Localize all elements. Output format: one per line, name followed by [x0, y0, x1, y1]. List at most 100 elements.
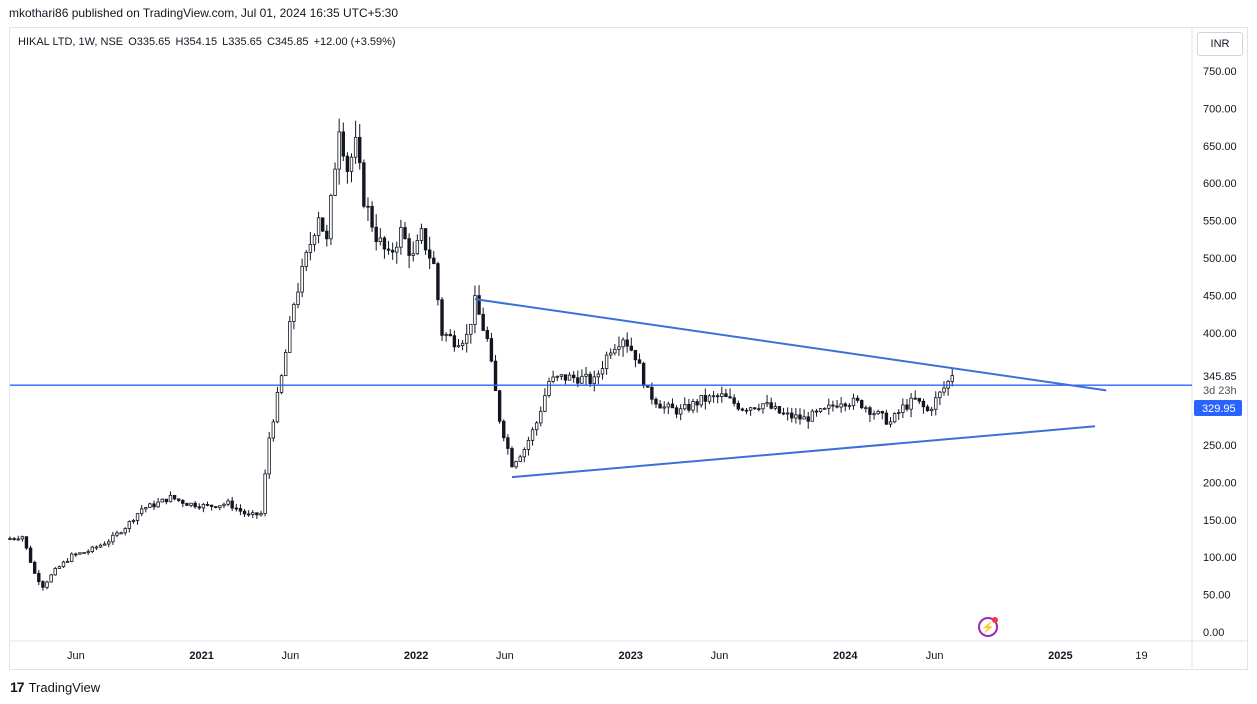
candle-body	[773, 406, 778, 409]
candle-body	[440, 299, 444, 336]
candle-body	[246, 513, 251, 516]
candle-body	[806, 416, 810, 422]
price-scale-labels: 345.85 3d 23h 329.95	[1194, 371, 1242, 416]
candle-body	[539, 410, 543, 424]
x-tick-label: Jun	[67, 650, 85, 662]
candle-body	[209, 504, 214, 507]
candle-body	[144, 507, 148, 510]
candle-body	[518, 456, 522, 462]
footer-brand: TradingView	[28, 679, 101, 695]
x-tick-label: Jun	[711, 650, 729, 662]
candle-body	[456, 345, 461, 348]
candle-body	[181, 500, 185, 504]
candle-body	[629, 345, 633, 351]
candle-body	[592, 376, 596, 384]
candle-body	[831, 404, 835, 407]
candle-body	[580, 375, 584, 384]
candle-body	[855, 397, 860, 401]
candle-body	[185, 503, 189, 506]
candle-body	[658, 403, 662, 409]
candle-body	[94, 546, 99, 549]
candle-body	[168, 494, 173, 503]
candle-body	[201, 503, 206, 509]
x-tick-label: Jun	[282, 650, 300, 662]
candle-body	[510, 448, 514, 468]
candle-body	[234, 507, 239, 510]
candle-body	[851, 397, 856, 406]
candle-body	[662, 406, 666, 409]
candle-body	[32, 561, 37, 574]
candle-body	[942, 387, 946, 393]
candle-body	[214, 506, 218, 508]
candle-body	[41, 581, 45, 588]
candle-body	[193, 502, 197, 508]
candle-body	[135, 513, 140, 521]
candle-body	[571, 374, 576, 379]
candle-body	[864, 407, 868, 410]
last-price-label: 345.85	[1203, 371, 1237, 383]
candle-body	[98, 544, 103, 548]
candle-body	[892, 413, 897, 423]
candle-body	[785, 412, 790, 415]
candle-body	[8, 538, 12, 540]
candle-body	[139, 508, 144, 514]
tradingview-logo-icon: 17	[10, 679, 25, 695]
candle-body	[534, 422, 539, 431]
candle-body	[860, 399, 864, 409]
candle-body	[732, 397, 736, 404]
candle-body	[448, 333, 452, 337]
drawings[interactable]	[10, 298, 1192, 479]
candle-body	[267, 437, 271, 475]
y-tick-label: 700.00	[1203, 103, 1237, 115]
candle-body	[288, 321, 292, 353]
candle-body	[835, 405, 839, 408]
symbol-title[interactable]: HIKAL LTD, 1W, NSE	[18, 36, 124, 48]
candle-body	[432, 257, 436, 264]
candle-body	[189, 502, 193, 506]
candle-body	[798, 414, 802, 420]
candle-body	[403, 227, 407, 240]
countdown-label: 3d 23h	[1203, 385, 1237, 397]
chart-panel[interactable]	[9, 27, 1248, 670]
candle-body	[757, 408, 761, 411]
candle-body	[226, 500, 230, 505]
candle-body	[654, 398, 658, 405]
price-axis[interactable]: 0.0050.00100.00150.00200.00250.00300.004…	[1203, 66, 1237, 639]
ohlc-low: L335.65	[222, 36, 262, 48]
candle-body	[921, 400, 926, 408]
candle-body	[218, 505, 222, 508]
candle-body	[337, 131, 341, 170]
candle-body	[423, 228, 428, 251]
candle-body	[818, 408, 823, 412]
candle-body	[929, 408, 934, 412]
candle-body	[378, 237, 383, 243]
lightning-icon[interactable]: ⚡	[978, 617, 998, 637]
candle-body	[868, 407, 872, 415]
candle-body	[769, 402, 773, 409]
candle-body	[905, 404, 909, 410]
candle-body	[78, 552, 82, 555]
candle-body	[646, 385, 650, 388]
candle-body	[600, 368, 605, 375]
candle-body	[251, 512, 255, 515]
candle-body	[197, 506, 201, 509]
candle-body	[843, 403, 847, 407]
candle-body	[526, 439, 531, 450]
candle-body	[460, 342, 465, 346]
candle-body	[325, 230, 329, 240]
candle-body	[604, 354, 609, 369]
candle-body	[333, 168, 337, 196]
candle-body	[880, 411, 884, 414]
candle-body	[934, 397, 938, 410]
candle-body	[674, 407, 679, 415]
candle-body	[814, 410, 819, 413]
candle-body	[230, 500, 234, 509]
candle-body	[127, 521, 132, 530]
currency-selector[interactable]: INR	[1197, 32, 1243, 56]
candle-body	[362, 162, 366, 207]
candle-body	[395, 246, 399, 253]
time-axis[interactable]: Jun 2021 Jun 2022 Jun 2023 Jun 2024 Jun 2025 19	[67, 650, 1148, 662]
candle-body	[740, 408, 745, 411]
x-tick-label: 2025	[1048, 650, 1072, 662]
